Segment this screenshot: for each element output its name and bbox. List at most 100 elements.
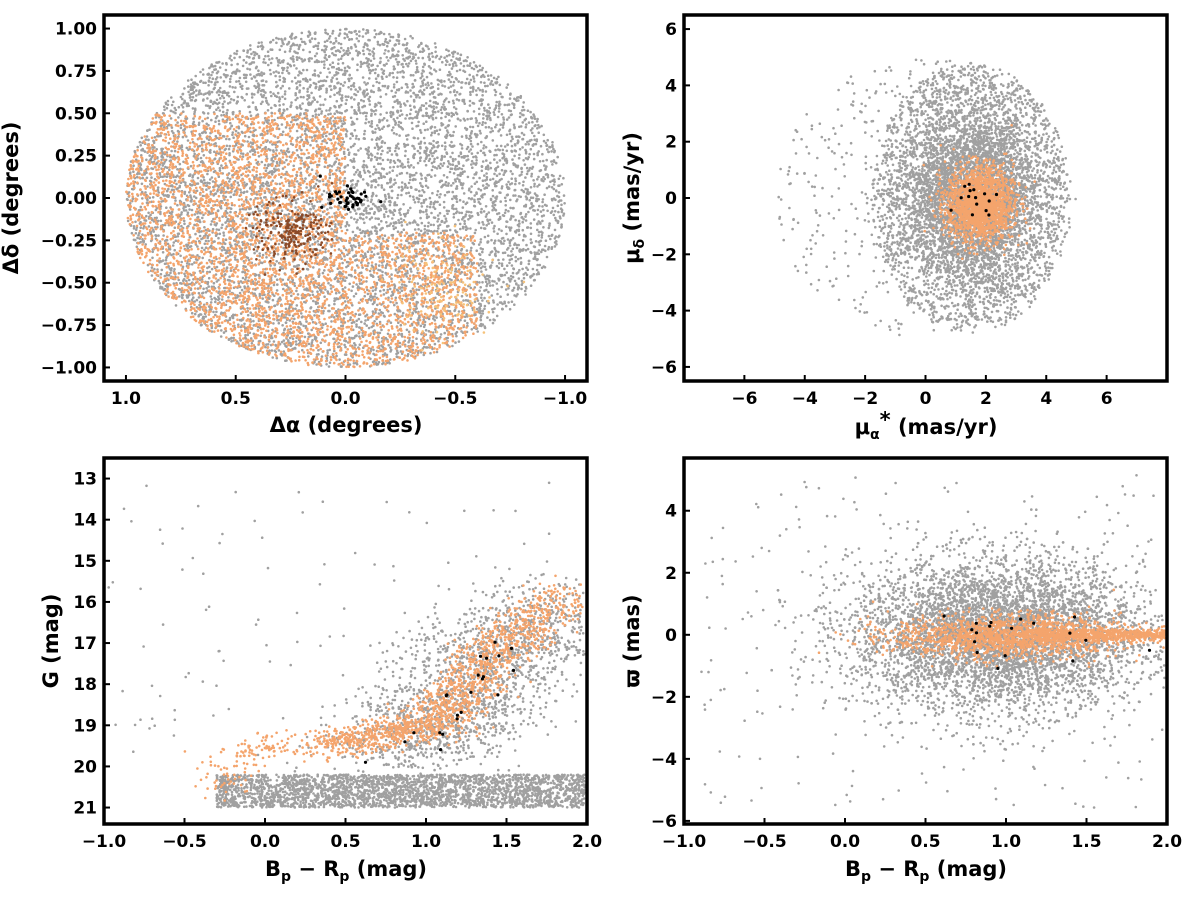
data-point [472,61,476,64]
data-point [540,236,544,239]
data-point [401,62,404,66]
data-point [386,124,390,128]
data-point [229,269,233,273]
data-point [508,132,512,136]
data-point [389,56,392,60]
data-point [472,110,476,113]
data-point [516,293,519,296]
data-point [197,121,201,125]
data-point [521,184,525,187]
data-point [382,117,386,120]
data-point [204,315,207,318]
data-point [451,206,454,210]
data-point [260,44,264,47]
data-point [358,326,361,329]
data-point [298,104,302,107]
data-point [375,80,379,84]
data-point [543,266,547,269]
data-point [383,315,386,318]
data-point [491,310,495,314]
data-point [512,106,516,110]
data-point [278,48,282,52]
data-point [202,287,205,291]
data-point [419,108,423,112]
data-point [535,120,539,123]
data-point [370,198,373,201]
data-point [531,267,535,271]
data-point [201,68,205,71]
data-point [181,106,185,109]
data-point [180,224,183,228]
data-point [231,86,234,89]
data-point [488,253,491,257]
data-point [509,206,512,210]
data-point [468,187,471,190]
data-point [258,252,262,255]
data-point [432,107,436,111]
data-point [374,127,377,131]
data-point [425,114,428,117]
data-point [307,342,311,346]
data-point [363,221,366,225]
data-point [392,183,396,186]
data-point [465,136,468,140]
data-point [439,231,443,235]
data-point [532,218,536,221]
data-point [340,94,344,97]
data-point [536,117,539,121]
data-point [412,156,416,160]
data-point [549,237,552,241]
data-point [436,214,440,217]
data-point [364,83,368,86]
data-point [451,190,455,194]
data-point [177,232,181,235]
data-point [393,149,397,153]
data-point [144,138,148,141]
data-point [443,105,446,109]
data-point [378,101,382,105]
data-point [224,75,228,79]
data-point [293,50,296,53]
data-point [182,278,186,281]
data-point [484,121,487,125]
data-point [283,97,287,101]
data-point [243,134,247,138]
data-point [272,283,276,287]
data-point [507,301,510,304]
data-point [199,92,203,96]
data-point [394,58,398,61]
data-point [538,240,541,243]
data-point [352,236,356,240]
data-point [547,234,551,238]
data-point [514,179,518,183]
data-point [222,331,226,334]
data-point [358,343,362,347]
data-point [322,60,326,63]
data-point [530,241,533,244]
data-point [414,110,418,113]
data-point [525,166,529,170]
data-point [362,198,366,201]
data-point [527,169,531,172]
data-point [491,194,495,198]
data-point [432,90,436,93]
data-point [470,163,473,166]
data-point [250,52,253,56]
data-point [354,153,358,156]
data-point [446,60,449,63]
data-point [296,208,300,212]
data-point [362,52,366,56]
data-point [536,208,540,212]
data-point [299,171,303,175]
data-point [246,307,249,310]
data-point [378,331,382,335]
data-point [495,81,498,85]
data-point [206,236,209,240]
data-point [400,283,404,286]
data-point [494,93,497,97]
data-point [382,188,386,191]
data-point [242,73,246,77]
data-point [353,217,356,221]
data-point [501,251,505,255]
data-point [183,87,186,90]
